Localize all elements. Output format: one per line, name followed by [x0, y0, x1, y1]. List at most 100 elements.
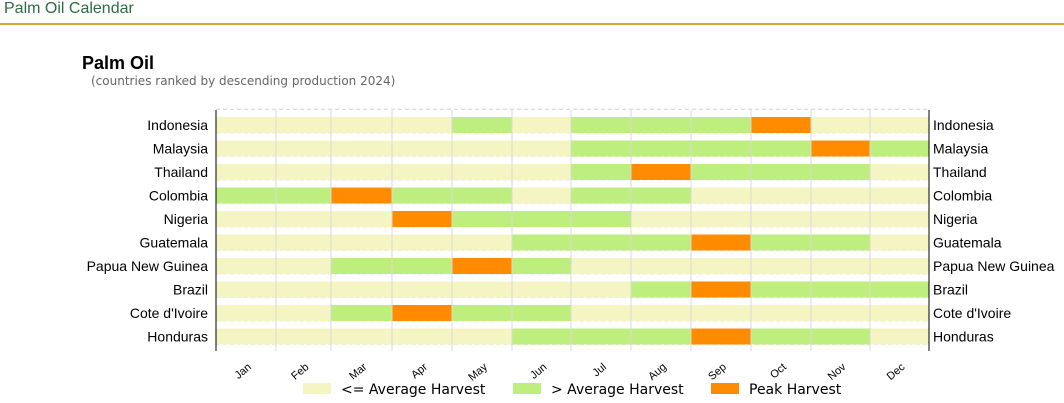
harvest-cell-honduras-sep [691, 328, 751, 345]
country-label-left: Guatemala [140, 235, 209, 251]
harvest-cell-thailand-jul [571, 164, 631, 180]
chart-title: Palm Oil [82, 53, 154, 73]
harvest-cell-guatemala-feb [276, 234, 331, 251]
harvest-cell-indonesia-dec [870, 117, 929, 133]
harvest-cell-colombia-oct [751, 187, 811, 204]
harvest-cell-malaysia-sep [691, 140, 751, 157]
month-label: Nov [826, 361, 849, 383]
harvest-cell-colombia-apr [392, 187, 452, 204]
harvest-cell-honduras-mar [331, 328, 392, 345]
harvest-cell-colombia-dec [870, 187, 929, 204]
harvest-cell-nigeria-mar [331, 211, 392, 227]
harvest-cell-malaysia-may [452, 140, 512, 157]
harvest-cell-papua-new-guinea-jan [216, 258, 276, 274]
country-label-right: Nigeria [933, 211, 978, 227]
harvest-cell-colombia-sep [691, 187, 751, 204]
harvest-cell-indonesia-aug [631, 117, 691, 133]
harvest-cell-papua-new-guinea-aug [631, 258, 691, 274]
month-label: Dec [885, 361, 908, 383]
harvest-cell-nigeria-apr [392, 211, 452, 227]
country-label-right: Brazil [933, 282, 968, 298]
harvest-cell-indonesia-feb [276, 117, 331, 133]
harvest-cell-brazil-oct [751, 281, 811, 298]
country-label-right: Malaysia [933, 141, 988, 157]
country-label-left: Colombia [149, 188, 208, 204]
harvest-cell-indonesia-oct [751, 117, 811, 133]
harvest-cell-indonesia-apr [392, 117, 452, 133]
harvest-cell-honduras-apr [392, 328, 452, 345]
month-label: Feb [289, 361, 311, 382]
harvest-cell-malaysia-apr [392, 140, 452, 157]
harvest-cell-nigeria-jan [216, 211, 276, 227]
harvest-cell-malaysia-feb [276, 140, 331, 157]
harvest-cell-brazil-jan [216, 281, 276, 298]
harvest-cell-brazil-mar [331, 281, 392, 298]
harvest-cell-nigeria-may [452, 211, 512, 227]
chart-subtitle: (countries ranked by descending producti… [91, 74, 395, 88]
harvest-cell-brazil-apr [392, 281, 452, 298]
harvest-cell-honduras-jun [512, 328, 571, 345]
harvest-cell-honduras-jul [571, 328, 631, 345]
harvest-cell-papua-new-guinea-mar [331, 258, 392, 274]
month-label: Oct [768, 361, 789, 381]
harvest-cell-honduras-aug [631, 328, 691, 345]
country-label-left: Papua New Guinea [87, 258, 209, 274]
harvest-cell-guatemala-sep [691, 234, 751, 251]
harvest-cell-nigeria-dec [870, 211, 929, 227]
harvest-cell-thailand-may [452, 164, 512, 180]
harvest-cell-malaysia-oct [751, 140, 811, 157]
legend-label: Peak Harvest [749, 382, 842, 398]
harvest-cell-indonesia-jan [216, 117, 276, 133]
harvest-cell-papua-new-guinea-sep [691, 258, 751, 274]
country-label-left: Thailand [154, 164, 208, 180]
country-label-right: Thailand [933, 164, 987, 180]
harvest-cell-papua-new-guinea-oct [751, 258, 811, 274]
harvest-cell-indonesia-sep [691, 117, 751, 133]
harvest-cell-honduras-oct [751, 328, 811, 345]
harvest-cell-brazil-feb [276, 281, 331, 298]
harvest-cell-nigeria-nov [811, 211, 870, 227]
harvest-cell-colombia-jan [216, 187, 276, 204]
country-label-left: Malaysia [153, 141, 208, 157]
month-label: Jun [528, 361, 549, 382]
harvest-cell-brazil-jun [512, 281, 571, 298]
harvest-cell-brazil-may [452, 281, 512, 298]
harvest-cell-honduras-nov [811, 328, 870, 345]
harvest-cell-thailand-dec [870, 164, 929, 180]
month-label: Aug [646, 361, 669, 383]
country-label-right: Colombia [933, 188, 992, 204]
country-label-right: Indonesia [933, 117, 994, 133]
harvest-cell-thailand-nov [811, 164, 870, 180]
harvest-cell-colombia-nov [811, 187, 870, 204]
harvest-cell-indonesia-may [452, 117, 512, 133]
harvest-cell-brazil-dec [870, 281, 929, 298]
harvest-cell-papua-new-guinea-jul [571, 258, 631, 274]
harvest-cell-brazil-jul [571, 281, 631, 298]
legend: <= Average Harvest > Average Harvest Peak … [303, 382, 842, 398]
harvest-cell-honduras-may [452, 328, 512, 345]
month-label: Sep [706, 361, 729, 383]
harvest-cell-thailand-feb [276, 164, 331, 180]
harvest-cell-indonesia-mar [331, 117, 392, 133]
country-label-right: Cote d'Ivoire [933, 305, 1011, 321]
harvest-cell-papua-new-guinea-nov [811, 258, 870, 274]
harvest-cell-cote-d-ivoire-sep [691, 305, 751, 321]
country-label-left: Cote d'Ivoire [130, 305, 208, 321]
harvest-cell-cote-d-ivoire-apr [392, 305, 452, 321]
harvest-cell-malaysia-nov [811, 140, 870, 157]
harvest-cell-nigeria-oct [751, 211, 811, 227]
harvest-cell-nigeria-jun [512, 211, 571, 227]
harvest-cell-papua-new-guinea-may [452, 258, 512, 274]
harvest-cell-papua-new-guinea-apr [392, 258, 452, 274]
harvest-cell-colombia-feb [276, 187, 331, 204]
harvest-cell-cote-d-ivoire-aug [631, 305, 691, 321]
month-label: Apr [409, 361, 430, 381]
harvest-cell-malaysia-jan [216, 140, 276, 157]
legend-label: <= Average Harvest [341, 382, 486, 398]
harvest-cell-malaysia-jul [571, 140, 631, 157]
harvest-cell-cote-d-ivoire-may [452, 305, 512, 321]
country-label-right: Papua New Guinea [933, 258, 1055, 274]
harvest-cell-brazil-nov [811, 281, 870, 298]
harvest-cell-colombia-jul [571, 187, 631, 204]
harvest-cell-thailand-oct [751, 164, 811, 180]
